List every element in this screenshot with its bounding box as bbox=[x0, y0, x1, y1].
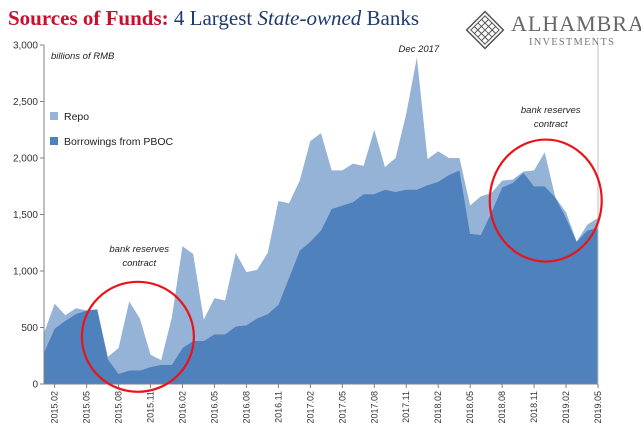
x-tick-label: 2019.05 bbox=[593, 391, 603, 424]
highlight-circle-2015 bbox=[80, 280, 195, 393]
x-tick-label: 2016.11 bbox=[273, 391, 283, 423]
x-tick-label: 2017.02 bbox=[305, 391, 315, 424]
title-italic: State-owned bbox=[257, 6, 362, 30]
chart-title: Sources of Funds: 4 Largest State-owned … bbox=[8, 6, 419, 31]
x-tick-label: 2018.08 bbox=[497, 391, 507, 424]
y-tick-label: 3,000 bbox=[13, 41, 38, 52]
title-lead: Sources of Funds: bbox=[8, 6, 169, 30]
annotation-contract-2018: contract bbox=[534, 119, 568, 130]
x-tick-label: 2017.05 bbox=[337, 391, 347, 424]
y-units-label: billions of RMB bbox=[51, 51, 115, 62]
title-mid: 4 Largest bbox=[168, 6, 258, 30]
annotation-contract-2015: contract bbox=[122, 258, 156, 269]
x-tick-label: 2015.11 bbox=[146, 391, 156, 423]
x-tick-label: 2018.05 bbox=[465, 391, 475, 424]
x-tick-label: 2016.02 bbox=[178, 391, 188, 424]
alhambra-logo: ALHAMBRA INVESTMENTS bbox=[465, 8, 641, 54]
x-tick-label: 2017.08 bbox=[369, 391, 379, 424]
y-tick-label: 0 bbox=[32, 380, 38, 391]
x-tick-label: 2016.05 bbox=[209, 391, 219, 424]
annotation-dec-2017: Dec 2017 bbox=[399, 44, 440, 55]
x-tick-label: 2018.02 bbox=[433, 391, 443, 424]
annotation-bank-reserves-2015: bank reserves bbox=[109, 244, 169, 255]
legend-swatch-repo bbox=[50, 112, 58, 120]
y-tick-label: 2,000 bbox=[13, 154, 38, 165]
x-tick-label: 2018.11 bbox=[529, 391, 539, 423]
x-tick-label: 2016.08 bbox=[241, 391, 251, 424]
legend-label-repo: Repo bbox=[64, 111, 89, 123]
x-tick-label: 2015.08 bbox=[114, 391, 124, 424]
logo-brand: ALHAMBRA bbox=[511, 11, 641, 36]
annotation-bank-reserves-2018: bank reserves bbox=[521, 105, 581, 116]
series-repo-area bbox=[44, 57, 598, 374]
y-tick-label: 500 bbox=[21, 323, 38, 334]
legend-label-pboc: Borrowings from PBOC bbox=[64, 136, 174, 148]
diamond-logo-icon bbox=[465, 10, 505, 50]
title-tail: Banks bbox=[361, 6, 420, 30]
x-tick-label: 2019.02 bbox=[561, 391, 571, 424]
y-tick-label: 1,500 bbox=[13, 210, 38, 221]
y-tick-label: 2,500 bbox=[13, 97, 38, 108]
legend-swatch-pboc bbox=[50, 137, 58, 145]
x-tick-label: 2017.11 bbox=[401, 391, 411, 423]
y-tick-label: 1,000 bbox=[13, 267, 38, 278]
logo-sub: INVESTMENTS bbox=[529, 37, 616, 48]
x-tick-label: 2015.02 bbox=[50, 391, 60, 424]
series-pboc-area bbox=[44, 170, 598, 384]
highlight-circle-2018 bbox=[488, 138, 603, 263]
x-tick-label: 2015.05 bbox=[82, 391, 92, 424]
